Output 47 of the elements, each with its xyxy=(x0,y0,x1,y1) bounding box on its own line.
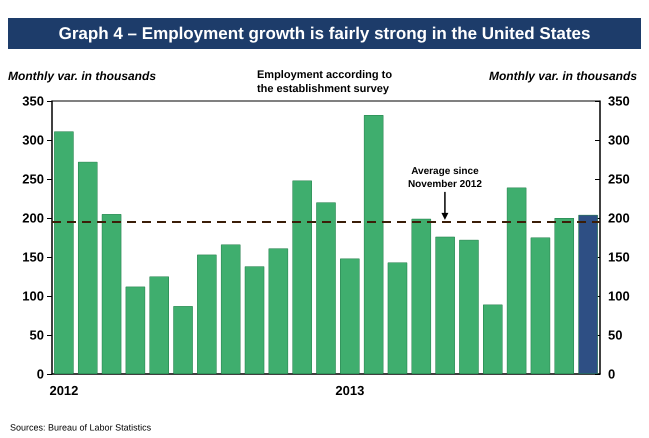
bar xyxy=(197,254,217,374)
y2-tick-label: 300 xyxy=(608,132,630,148)
bar xyxy=(483,304,503,374)
bar xyxy=(530,238,550,374)
x-tick-label: 2013 xyxy=(335,383,364,398)
ref-line-label: Average since November 2012 xyxy=(408,166,482,190)
bar xyxy=(388,262,408,374)
bar xyxy=(364,115,384,374)
bar xyxy=(412,218,432,374)
bar xyxy=(316,202,336,374)
bar xyxy=(220,244,240,374)
y2-tick-label: 250 xyxy=(608,172,630,186)
y-tick-label: 0 xyxy=(36,366,44,382)
bar xyxy=(126,286,146,374)
bar xyxy=(78,162,98,374)
bar xyxy=(340,258,360,374)
bar xyxy=(149,276,169,374)
source-note: Sources: Bureau of Labor Statistics xyxy=(10,422,152,432)
y-tick-label: 350 xyxy=(22,94,44,108)
bar xyxy=(292,180,312,374)
chart-subtitle: Employment according to the establishment survey xyxy=(256,69,392,95)
y2-tick-label: 0 xyxy=(608,366,616,382)
bar xyxy=(244,266,264,374)
y2-tick-label: 50 xyxy=(608,328,622,342)
bar xyxy=(435,236,455,374)
bar xyxy=(173,306,193,374)
x-tick-label: 2012 xyxy=(49,383,78,398)
y-tick-label: 250 xyxy=(22,172,44,186)
bar xyxy=(54,131,74,374)
y-tick-label: 50 xyxy=(30,328,44,342)
y-tick-label: 300 xyxy=(22,132,44,148)
y2-tick-label: 100 xyxy=(608,288,630,304)
y-tick-label: 200 xyxy=(22,210,44,226)
y2-tick-label: 350 xyxy=(608,94,630,108)
y-tick-label: 100 xyxy=(22,288,44,304)
y-axis-title: Monthly var. in thousands xyxy=(8,69,156,83)
y2-tick-label: 150 xyxy=(608,250,630,264)
bar xyxy=(554,218,574,374)
bar xyxy=(506,188,526,374)
bar xyxy=(102,214,122,374)
y2-tick-label: 200 xyxy=(608,210,630,226)
bar xyxy=(578,214,598,374)
bar xyxy=(268,248,288,374)
y-tick-label: 150 xyxy=(22,250,44,264)
bar xyxy=(459,240,479,374)
y2-axis-title: Monthly var. in thousands xyxy=(488,69,638,83)
chart-title: Graph 4 – Employment growth is fairly strong in the United States xyxy=(8,18,641,49)
